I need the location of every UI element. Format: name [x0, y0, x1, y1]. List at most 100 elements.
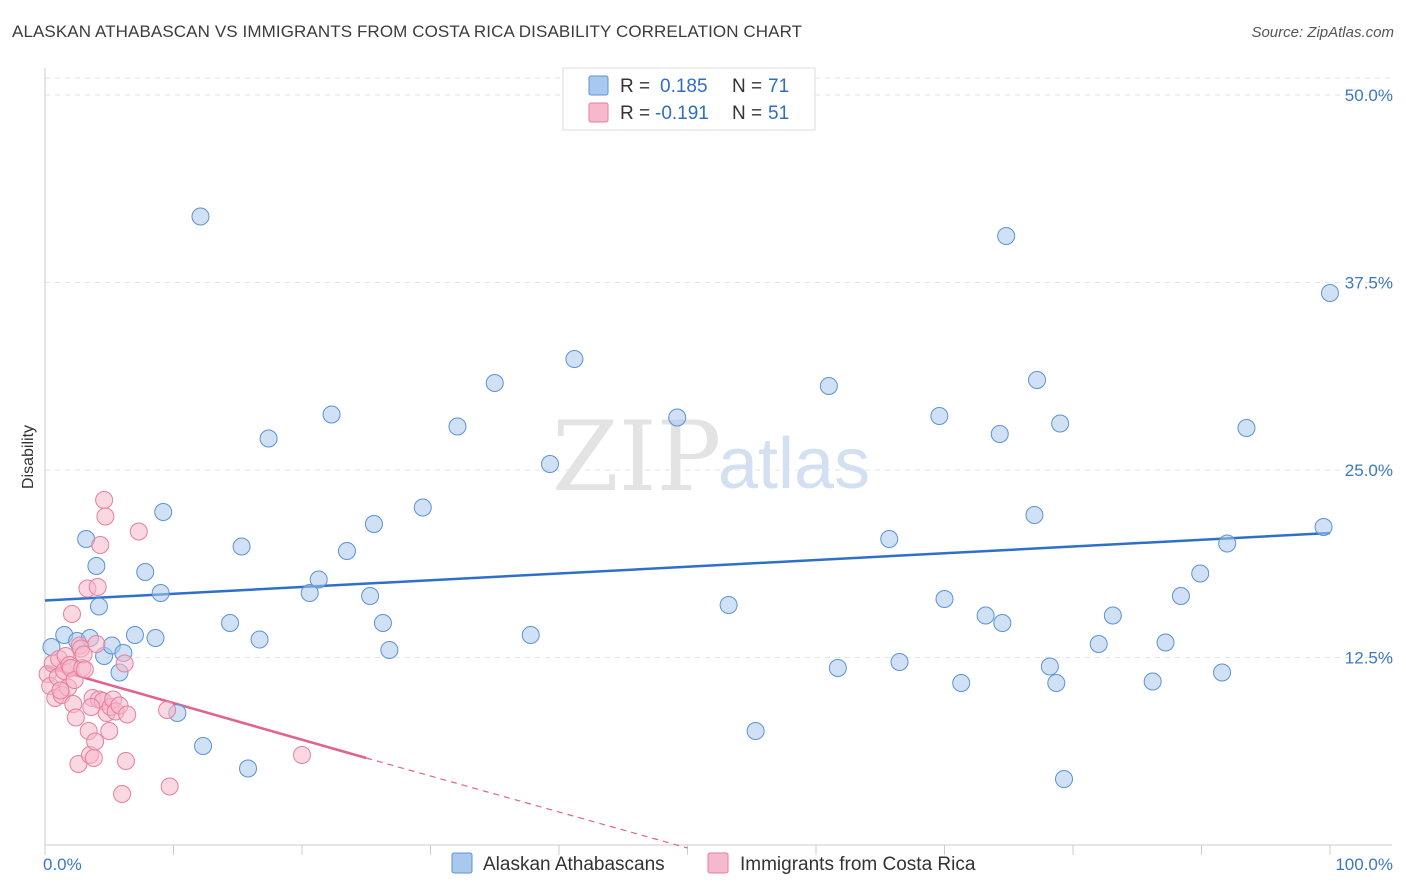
point-alaskan-athabascan — [485, 374, 504, 392]
point-costa-rica — [88, 578, 107, 596]
x-tick-labels: 0.0% 100.0% — [43, 855, 1393, 874]
point-alaskan-athabascan — [997, 227, 1016, 245]
point-alaskan-athabascan — [250, 630, 269, 649]
source-label: Source: ZipAtlas.com — [1251, 24, 1394, 41]
point-costa-rica — [293, 746, 311, 764]
y-tick-label: 37.5% — [1345, 274, 1393, 293]
point-alaskan-athabascan — [1237, 419, 1256, 437]
legend-n-value-1: 71 — [768, 76, 789, 97]
y-tick-label: 12.5% — [1345, 649, 1393, 668]
trend-lines — [44, 531, 1331, 849]
point-alaskan-athabascan — [239, 759, 258, 778]
point-costa-rica — [62, 605, 81, 623]
y-tick-label: 25.0% — [1345, 461, 1393, 480]
point-alaskan-athabascan — [309, 570, 328, 589]
point-alaskan-athabascan — [1143, 672, 1162, 691]
point-costa-rica — [96, 507, 115, 526]
point-alaskan-athabascan — [890, 653, 909, 671]
watermark: ZIP atlas — [552, 401, 870, 513]
legend-swatch-pink — [588, 102, 609, 123]
data-points — [38, 207, 1339, 803]
axes — [44, 68, 1392, 855]
point-alaskan-athabascan — [87, 557, 106, 575]
point-alaskan-athabascan — [136, 563, 155, 581]
point-alaskan-athabascan — [151, 584, 170, 602]
point-alaskan-athabascan — [221, 614, 240, 632]
point-alaskan-athabascan — [146, 629, 165, 647]
point-alaskan-athabascan — [1191, 564, 1210, 583]
point-alaskan-athabascan — [976, 606, 995, 625]
point-costa-rica — [129, 522, 148, 541]
point-alaskan-athabascan — [1314, 518, 1333, 536]
y-tick-label: 50.0% — [1345, 86, 1393, 105]
watermark-zip: ZIP — [552, 401, 721, 513]
bottom-legend-label-2: Immigrants from Costa Rica — [740, 854, 976, 875]
legend-n-label-1: N = — [732, 76, 762, 97]
point-alaskan-athabascan — [380, 641, 399, 659]
point-costa-rica — [160, 777, 179, 796]
point-costa-rica — [84, 749, 103, 767]
point-alaskan-athabascan — [89, 597, 108, 616]
point-alaskan-athabascan — [364, 515, 383, 533]
point-costa-rica — [86, 732, 105, 751]
point-alaskan-athabascan — [668, 408, 687, 427]
point-alaskan-athabascan — [1089, 635, 1108, 653]
chart-title: ALASKAN ATHABASCAN VS IMMIGRANTS FROM CO… — [12, 22, 803, 41]
point-alaskan-athabascan — [1047, 674, 1066, 692]
x-tick-label-min: 0.0% — [43, 855, 82, 874]
point-costa-rica — [113, 785, 132, 803]
legend-r-value-2: -0.191 — [655, 103, 709, 124]
point-alaskan-athabascan — [191, 207, 210, 226]
bottom-legend-swatch-pink — [707, 852, 729, 874]
legend-n-label-2: N = — [732, 103, 762, 124]
point-alaskan-athabascan — [880, 530, 899, 548]
legend: R = 0.185 N = 71 R = -0.191 N = 51 — [562, 67, 816, 131]
trend-line-alaskan-athabascan — [44, 531, 1331, 602]
point-alaskan-athabascan — [952, 674, 971, 692]
legend-swatch-blue — [588, 75, 609, 96]
point-alaskan-athabascan — [828, 659, 847, 677]
point-costa-rica — [66, 708, 85, 727]
grid-lines — [45, 77, 1392, 658]
point-alaskan-athabascan — [565, 350, 584, 368]
point-alaskan-athabascan — [232, 537, 251, 556]
watermark-atlas: atlas — [718, 424, 870, 504]
point-alaskan-athabascan — [930, 407, 949, 425]
legend-r-value-1: 0.185 — [660, 76, 708, 97]
x-tick-label-max: 100.0% — [1335, 855, 1393, 874]
point-alaskan-athabascan — [1025, 506, 1044, 524]
point-alaskan-athabascan — [154, 503, 173, 521]
point-alaskan-athabascan — [521, 626, 540, 644]
point-alaskan-athabascan — [259, 429, 278, 448]
point-costa-rica — [158, 701, 177, 719]
point-costa-rica — [75, 660, 94, 679]
point-alaskan-athabascan — [1156, 633, 1175, 652]
point-alaskan-athabascan — [322, 405, 341, 424]
point-alaskan-athabascan — [1171, 587, 1190, 605]
point-costa-rica — [116, 752, 135, 770]
point-alaskan-athabascan — [1321, 284, 1339, 302]
point-alaskan-athabascan — [125, 626, 144, 644]
trend-line-costa-rica-extrapolated — [366, 757, 688, 849]
point-alaskan-athabascan — [1213, 663, 1232, 682]
point-alaskan-athabascan — [993, 614, 1012, 632]
point-alaskan-athabascan — [1218, 534, 1237, 553]
y-axis-label: Disability — [20, 425, 37, 489]
legend-r-label-2: R = — [620, 103, 650, 124]
point-alaskan-athabascan — [337, 542, 356, 560]
point-alaskan-athabascan — [1028, 371, 1047, 389]
point-alaskan-athabascan — [361, 587, 380, 605]
point-alaskan-athabascan — [746, 722, 765, 740]
trend-line-costa-rica — [44, 665, 367, 760]
point-costa-rica — [51, 681, 70, 700]
point-alaskan-athabascan — [194, 737, 213, 755]
point-costa-rica — [95, 491, 114, 509]
point-alaskan-athabascan — [1103, 606, 1122, 625]
point-alaskan-athabascan — [300, 584, 319, 602]
bottom-legend-swatch-blue — [451, 852, 473, 874]
bottom-legend: Alaskan Athabascans Immigrants from Cost… — [451, 852, 976, 875]
point-alaskan-athabascan — [1051, 414, 1070, 433]
point-costa-rica — [91, 536, 110, 554]
point-alaskan-athabascan — [541, 455, 560, 473]
